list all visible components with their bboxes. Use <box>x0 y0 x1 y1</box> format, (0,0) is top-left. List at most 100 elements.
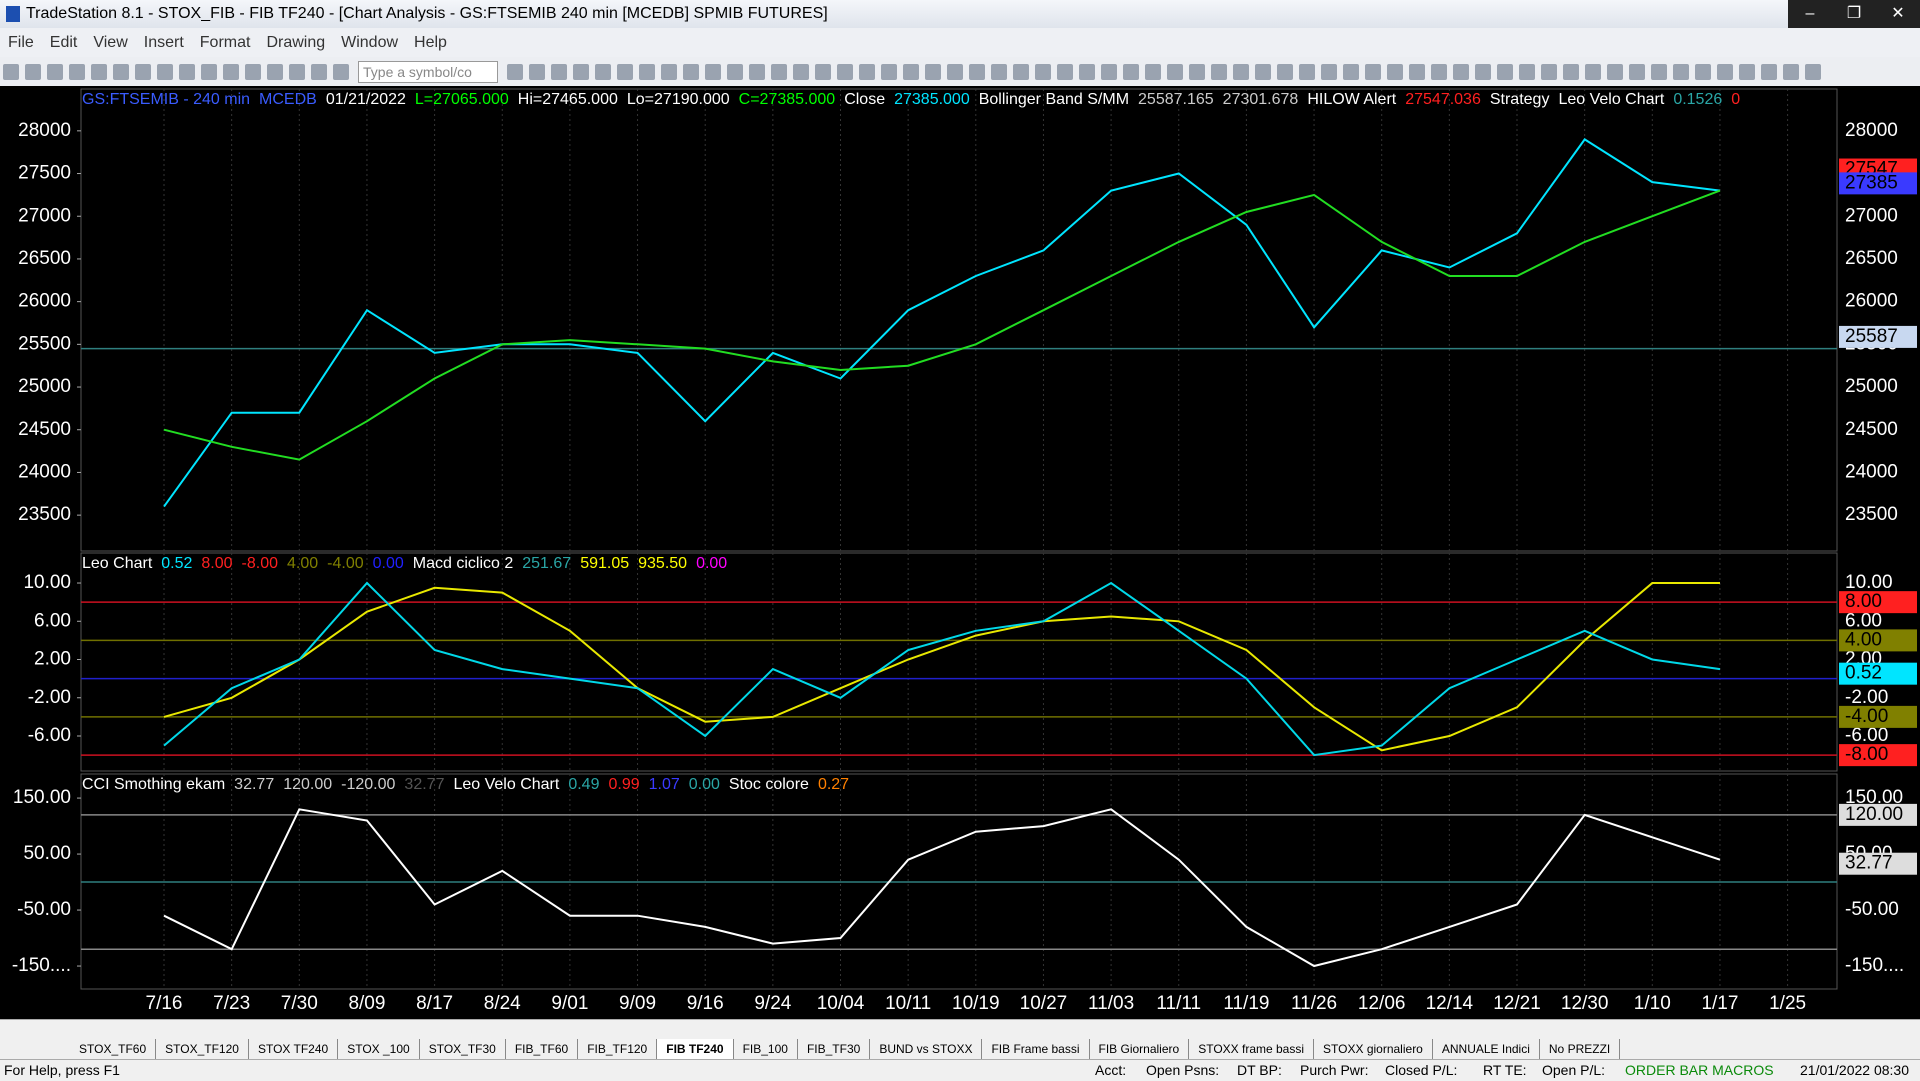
tab[interactable]: STOX_TF60 <box>70 1039 157 1059</box>
tool-button[interactable] <box>573 63 589 80</box>
menu-item[interactable]: View <box>93 34 128 51</box>
tab[interactable]: STOX _100 <box>338 1039 420 1059</box>
tool-button[interactable] <box>157 63 173 80</box>
tool-button[interactable] <box>507 63 523 80</box>
tool-button[interactable] <box>1387 63 1403 80</box>
menu-item[interactable]: Drawing <box>266 34 326 51</box>
tool-button[interactable] <box>793 63 809 80</box>
tool-button[interactable] <box>1739 63 1755 80</box>
menu-item[interactable]: Insert <box>143 34 184 51</box>
tool-button[interactable] <box>1761 63 1777 80</box>
tool-button[interactable] <box>267 63 283 80</box>
tool-button[interactable] <box>1365 63 1381 80</box>
tool-button[interactable] <box>25 63 41 80</box>
tab[interactable]: FIB_TF60 <box>506 1039 579 1059</box>
tool-button[interactable] <box>1607 63 1623 80</box>
tool-button[interactable] <box>245 63 261 80</box>
tool-button[interactable] <box>1079 63 1095 80</box>
tool-button[interactable] <box>69 63 85 80</box>
tool-button[interactable] <box>113 63 129 80</box>
tool-button[interactable] <box>705 63 721 80</box>
menu-item[interactable]: File <box>8 34 34 51</box>
tool-button[interactable] <box>1409 63 1425 80</box>
tool-button[interactable] <box>947 63 963 80</box>
tool-button[interactable] <box>47 63 63 80</box>
tool-button[interactable] <box>1343 63 1359 80</box>
minimize[interactable]: – <box>1788 0 1832 28</box>
tool-button[interactable] <box>1541 63 1557 80</box>
tool-button[interactable] <box>661 63 677 80</box>
tool-button[interactable] <box>1277 63 1293 80</box>
tab[interactable]: BUND vs STOXX <box>870 1039 983 1059</box>
tool-button[interactable] <box>969 63 985 80</box>
close[interactable]: ✕ <box>1876 0 1920 28</box>
tool-button[interactable] <box>1629 63 1645 80</box>
tool-button[interactable] <box>859 63 875 80</box>
tab[interactable]: STOX TF240 <box>249 1039 339 1059</box>
tool-button[interactable] <box>991 63 1007 80</box>
tool-button[interactable] <box>1255 63 1271 80</box>
tab[interactable]: FIB_100 <box>734 1039 798 1059</box>
tool-button[interactable] <box>595 63 611 80</box>
menu-item[interactable]: Edit <box>49 34 78 51</box>
tool-button[interactable] <box>771 63 787 80</box>
tool-button[interactable] <box>289 63 305 80</box>
tab[interactable]: STOXX frame bassi <box>1189 1039 1315 1059</box>
tool-button[interactable] <box>1805 63 1821 80</box>
tab[interactable]: STOXX giornaliero <box>1314 1039 1433 1059</box>
tab[interactable]: No PREZZI <box>1540 1039 1621 1059</box>
menu-item[interactable]: Help <box>414 34 447 51</box>
tool-button[interactable] <box>683 63 699 80</box>
tool-button[interactable] <box>1783 63 1799 80</box>
tool-button[interactable] <box>223 63 239 80</box>
tool-button[interactable] <box>903 63 919 80</box>
tool-button[interactable] <box>333 63 349 80</box>
tab[interactable]: ANNUALE Indici <box>1433 1039 1540 1059</box>
tool-button[interactable] <box>1233 63 1249 80</box>
tool-button[interactable] <box>3 63 19 80</box>
menu-item[interactable]: Window <box>341 34 399 51</box>
tool-button[interactable] <box>881 63 897 80</box>
tool-button[interactable] <box>1563 63 1579 80</box>
tool-button[interactable] <box>925 63 941 80</box>
tool-button[interactable] <box>1299 63 1315 80</box>
tool-button[interactable] <box>311 63 327 80</box>
tab[interactable]: STOX_TF120 <box>156 1039 249 1059</box>
tool-button[interactable] <box>1695 63 1711 80</box>
tab[interactable]: FIB Giornaliero <box>1090 1039 1190 1059</box>
tool-button[interactable] <box>1123 63 1139 80</box>
tool-button[interactable] <box>201 63 217 80</box>
menu-item[interactable]: Format <box>199 34 251 51</box>
tool-button[interactable] <box>1453 63 1469 80</box>
tool-button[interactable] <box>1585 63 1601 80</box>
tool-button[interactable] <box>1167 63 1183 80</box>
tool-button[interactable] <box>1035 63 1051 80</box>
tool-button[interactable] <box>1497 63 1513 80</box>
tool-button[interactable] <box>529 63 545 80</box>
tool-button[interactable] <box>727 63 743 80</box>
tool-button[interactable] <box>1651 63 1667 80</box>
symbol-box[interactable]: Type a symbol/co <box>358 60 498 83</box>
maximize[interactable]: ❐ <box>1832 0 1876 28</box>
tool-button[interactable] <box>1211 63 1227 80</box>
tool-button[interactable] <box>815 63 831 80</box>
tab[interactable]: FIB TF240 <box>657 1039 734 1059</box>
tool-button[interactable] <box>639 63 655 80</box>
tab[interactable]: FIB_TF120 <box>578 1039 658 1059</box>
tool-button[interactable] <box>1013 63 1029 80</box>
tool-button[interactable] <box>91 63 107 80</box>
tool-button[interactable] <box>1519 63 1535 80</box>
tool-button[interactable] <box>1431 63 1447 80</box>
tool-button[interactable] <box>1321 63 1337 80</box>
tool-button[interactable] <box>749 63 765 80</box>
tool-button[interactable] <box>1101 63 1117 80</box>
tool-button[interactable] <box>1717 63 1733 80</box>
tool-button[interactable] <box>551 63 567 80</box>
tool-button[interactable] <box>1189 63 1205 80</box>
tool-button[interactable] <box>135 63 151 80</box>
tool-button[interactable] <box>1145 63 1161 80</box>
tool-button[interactable] <box>1673 63 1689 80</box>
tool-button[interactable] <box>1057 63 1073 80</box>
tab[interactable]: FIB_TF30 <box>798 1039 871 1059</box>
scrollbar[interactable] <box>0 1019 1920 1040</box>
